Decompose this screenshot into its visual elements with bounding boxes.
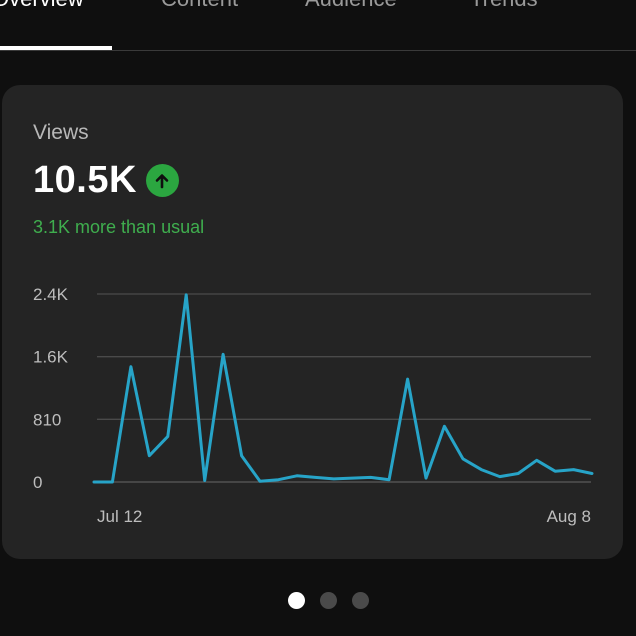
y-tick-label: 2.4K xyxy=(33,285,69,304)
metric-value-row: 10.5K xyxy=(33,159,179,202)
page-indicator xyxy=(288,592,384,609)
tab-content[interactable]: Content xyxy=(161,0,238,12)
views-line-chart[interactable]: 2.4K 1.6K 810 0 Jul 12 Aug 8 xyxy=(2,85,623,559)
y-tick-label: 810 xyxy=(33,410,61,429)
arrow-up-icon xyxy=(145,164,179,197)
metric-label: Views xyxy=(33,121,89,144)
active-tab-indicator xyxy=(0,46,112,50)
views-card[interactable]: Views 10.5K 3.1K more than usual 2.4K 1.6… xyxy=(2,85,623,559)
x-label-end: Aug 8 xyxy=(547,507,591,526)
page-dot[interactable] xyxy=(288,592,305,609)
tab-audience[interactable]: Audience xyxy=(305,0,397,12)
tab-trends[interactable]: Trends xyxy=(470,0,538,12)
x-label-start: Jul 12 xyxy=(97,507,142,526)
tab-overview[interactable]: Overview xyxy=(0,0,84,12)
views-series-line xyxy=(92,293,594,484)
tab-bar: Overview Content Audience Trends xyxy=(0,0,636,51)
comparison-note: 3.1K more than usual xyxy=(33,217,205,237)
y-tick-label: 0 xyxy=(33,473,42,492)
y-tick-label: 1.6K xyxy=(33,348,69,367)
metric-value: 10.5K xyxy=(33,159,137,201)
page-dot[interactable] xyxy=(352,592,369,609)
page-dot[interactable] xyxy=(320,592,337,609)
